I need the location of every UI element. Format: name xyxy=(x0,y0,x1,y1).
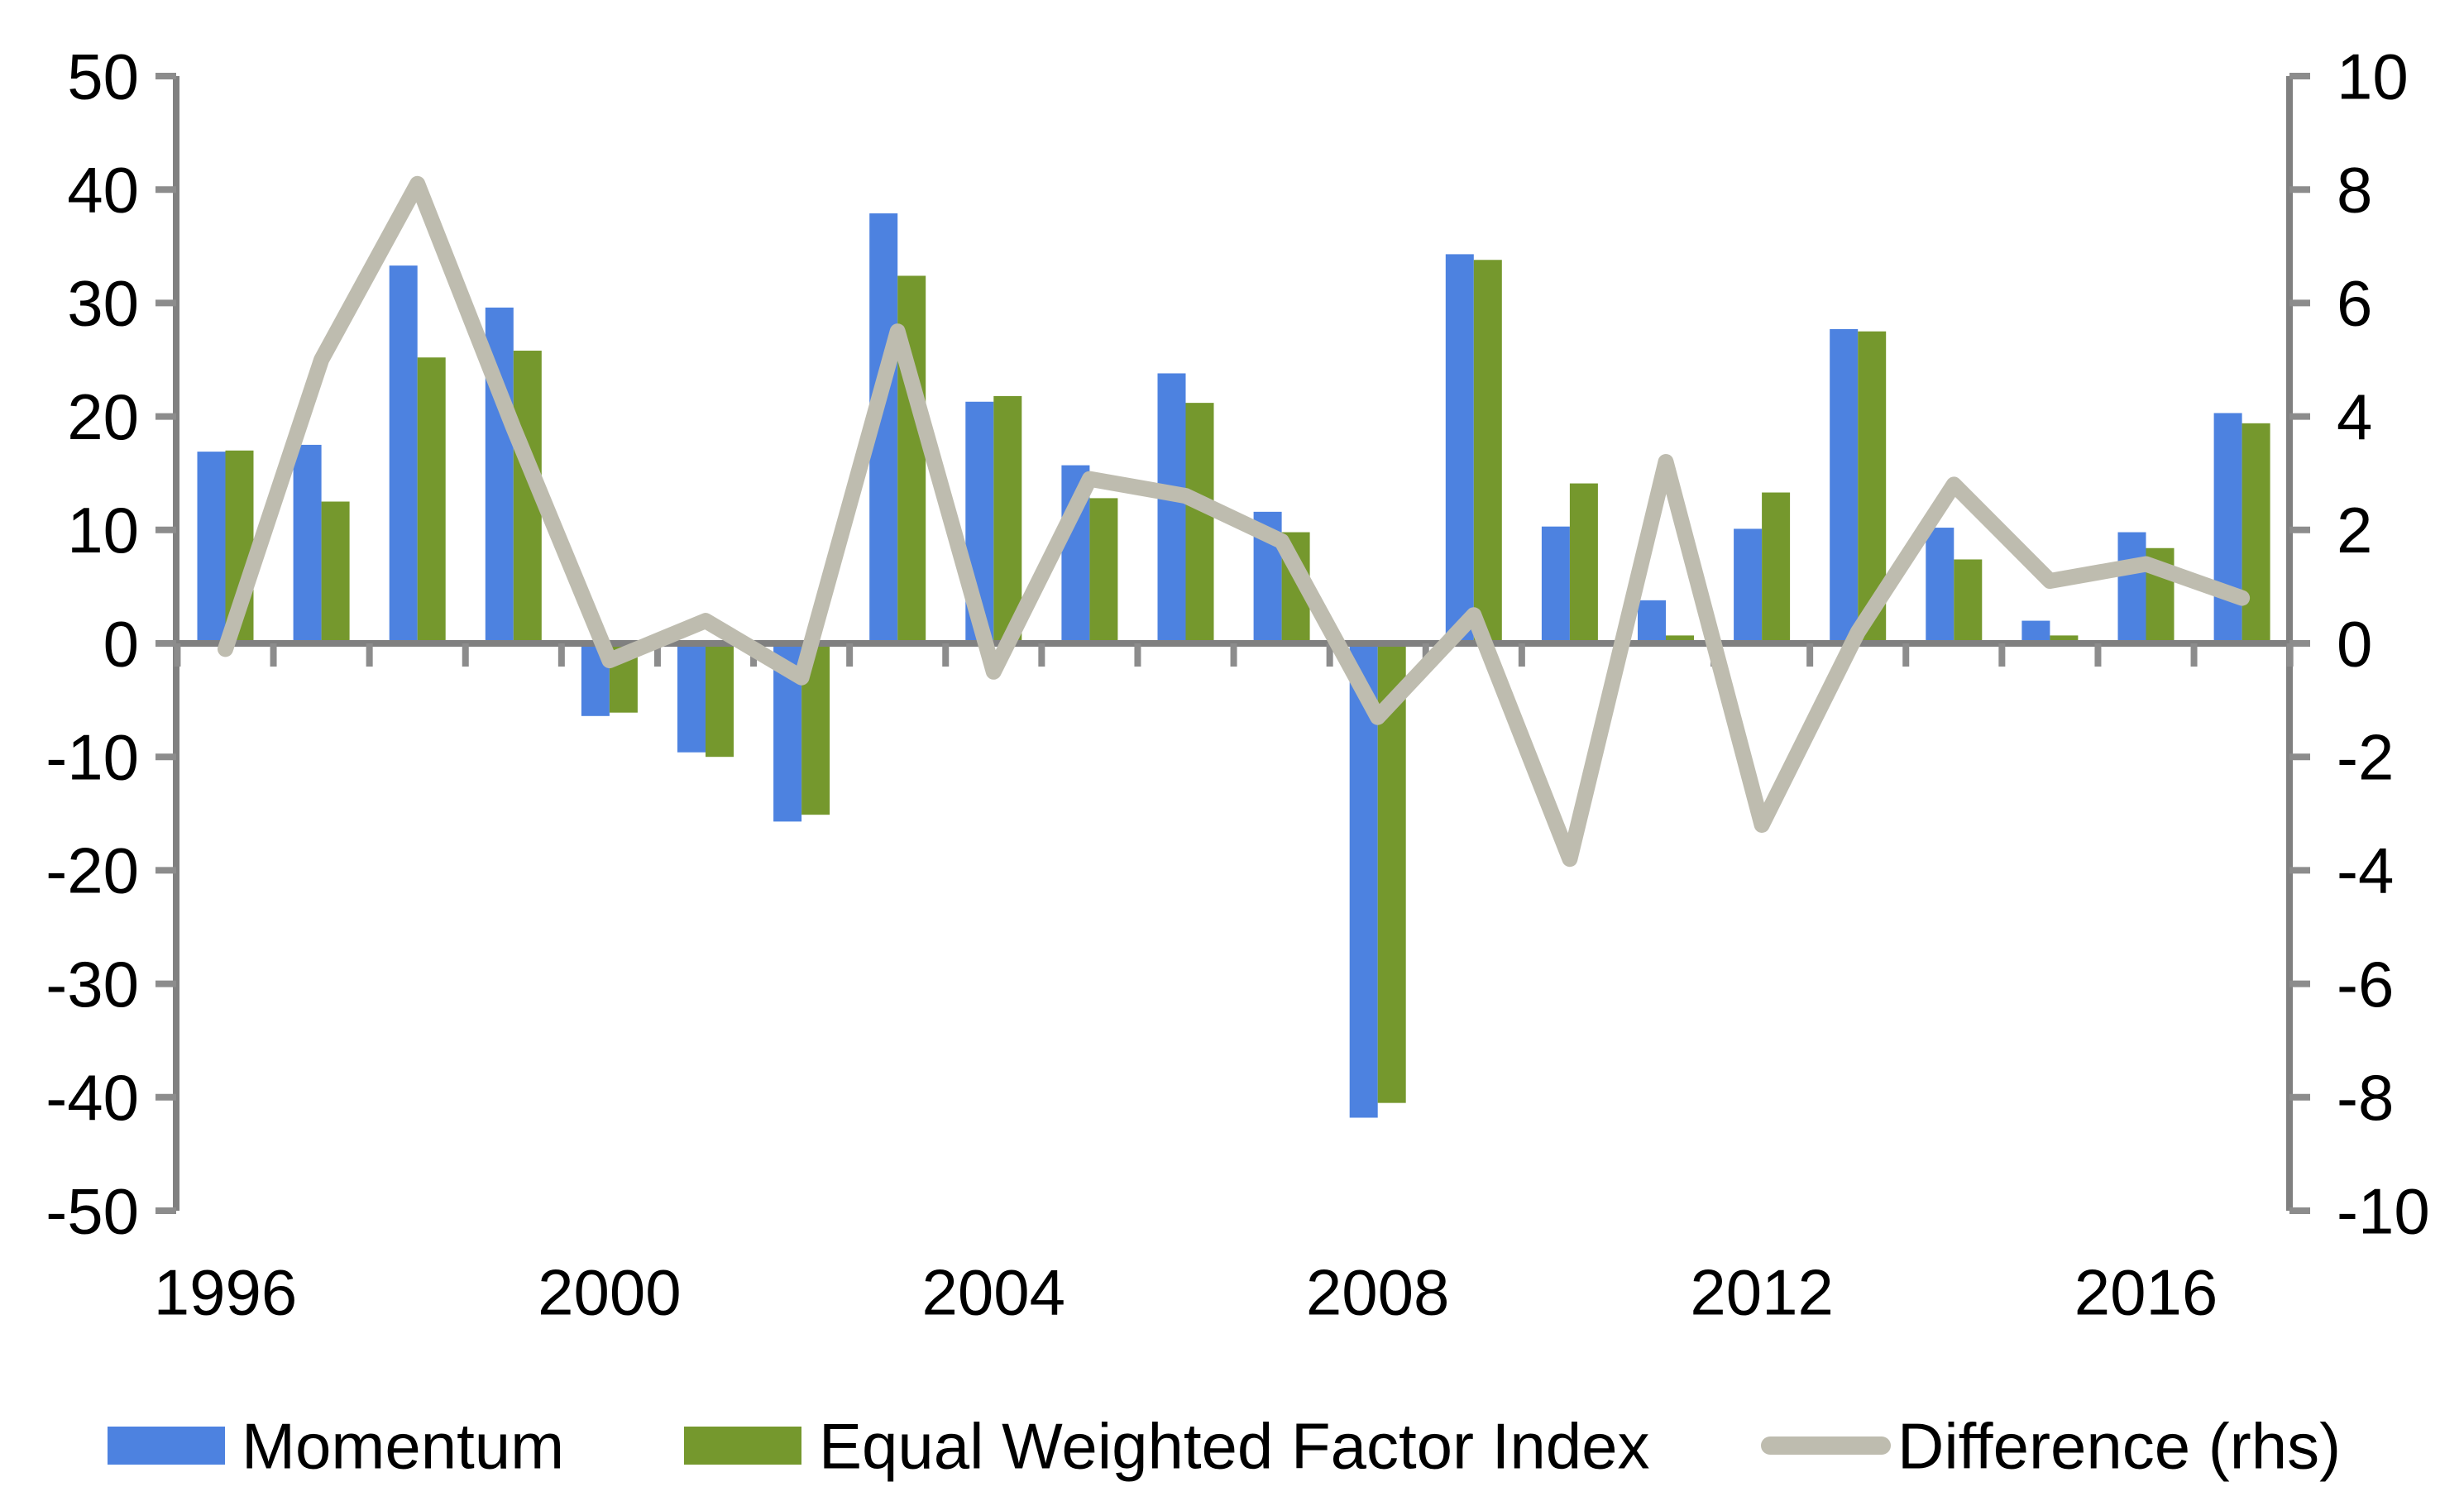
momentum-bar-1996 xyxy=(197,452,226,643)
legend-label-difference: Difference (rhs) xyxy=(1897,1409,2341,1482)
right-axis-tick-label: -10 xyxy=(2337,1174,2430,1247)
right-axis-tick-label: 8 xyxy=(2337,154,2372,227)
ewfi-bar-2011 xyxy=(1666,635,1694,643)
left-axis-tick-label: 10 xyxy=(67,494,139,566)
ewfi-bar-1998 xyxy=(417,357,446,643)
ewfi-bar-2010 xyxy=(1569,483,1598,643)
momentum-bar-2012 xyxy=(1734,528,1763,643)
momentum-bar-2010 xyxy=(1541,526,1570,643)
legend-swatch-ewfi xyxy=(684,1427,801,1465)
left-axis-tick-label: 50 xyxy=(67,40,139,112)
x-axis-year-label: 2000 xyxy=(538,1255,682,1328)
x-axis-year-label: 1996 xyxy=(154,1255,298,1328)
momentum-bar-2009 xyxy=(1445,254,1474,643)
right-axis-tick-label: -2 xyxy=(2337,721,2394,794)
momentum-bar-1998 xyxy=(389,265,418,643)
left-axis-tick-label: -30 xyxy=(45,948,139,1021)
x-axis-year-label: 2012 xyxy=(1690,1255,1834,1328)
right-axis-tick-label: -8 xyxy=(2337,1061,2394,1134)
momentum-bar-2006 xyxy=(1157,373,1186,643)
momentum-bar-2016 xyxy=(2117,532,2146,643)
ewfi-bar-2006 xyxy=(1185,403,1214,643)
x-axis-year-label: 2004 xyxy=(922,1255,1066,1328)
left-axis-tick-label: -10 xyxy=(45,721,139,794)
momentum-bar-1997 xyxy=(293,444,322,643)
ewfi-bar-2001 xyxy=(706,643,734,758)
ewfi-bar-2012 xyxy=(1762,492,1791,643)
ewfi-bar-2014 xyxy=(1954,559,1983,643)
left-axis-tick-label: -50 xyxy=(45,1174,139,1247)
x-axis-year-label: 2016 xyxy=(2074,1255,2218,1328)
left-axis-tick-label: 30 xyxy=(67,267,139,340)
momentum-bar-2017 xyxy=(2213,413,2242,643)
difference-line xyxy=(218,175,2251,868)
ewfi-bar-2017 xyxy=(2242,423,2270,643)
ewfi-bar-1997 xyxy=(321,501,350,643)
right-axis-tick-label: 10 xyxy=(2337,40,2409,112)
right-axis-tick-label: 2 xyxy=(2337,494,2372,566)
ewfi-bar-2015 xyxy=(2050,635,2079,643)
legend-label-ewfi: Equal Weighted Factor Index xyxy=(819,1409,1649,1482)
ewfi-bar-2009 xyxy=(1473,260,1502,643)
right-axis-tick-label: 0 xyxy=(2337,607,2372,680)
left-axis-tick-label: -40 xyxy=(45,1061,139,1134)
left-axis-tick-label: -20 xyxy=(45,834,139,907)
momentum-bar-2014 xyxy=(1926,528,1954,643)
ewfi-bar-2005 xyxy=(1089,498,1118,643)
right-axis-tick-label: -6 xyxy=(2337,948,2394,1021)
right-axis-tick-label: 4 xyxy=(2337,380,2372,453)
ewfi-bar-2004 xyxy=(993,395,1022,643)
left-axis-tick-label: 20 xyxy=(67,380,139,453)
x-axis-year-label: 2008 xyxy=(1306,1255,1450,1328)
right-axis-tick-label: -4 xyxy=(2337,834,2394,907)
left-axis-tick-label: 0 xyxy=(103,607,139,680)
legend-label-momentum: Momentum xyxy=(242,1409,564,1482)
left-axis-tick-label: 40 xyxy=(67,154,139,227)
legend-swatch-momentum xyxy=(108,1427,225,1465)
momentum-bar-2001 xyxy=(677,643,706,753)
right-axis-tick-label: 6 xyxy=(2337,267,2372,340)
momentum-bar-2015 xyxy=(2021,620,2050,643)
momentum-bar-2011 xyxy=(1638,600,1666,643)
momentum-bar-2013 xyxy=(1830,328,1859,643)
